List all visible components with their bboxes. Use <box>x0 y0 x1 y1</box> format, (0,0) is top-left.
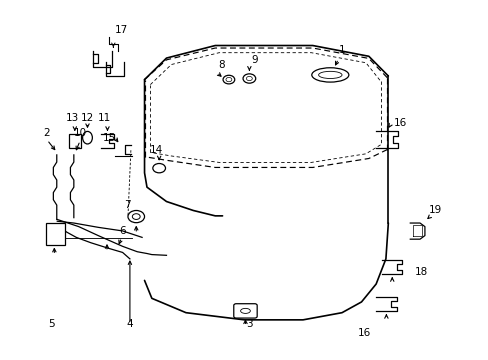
Text: 18: 18 <box>414 267 427 277</box>
Ellipse shape <box>82 131 92 144</box>
Bar <box>69 134 81 148</box>
Text: 6: 6 <box>119 226 125 235</box>
Text: 3: 3 <box>245 319 252 329</box>
Ellipse shape <box>240 309 250 314</box>
Text: 16: 16 <box>357 328 370 338</box>
Text: 15: 15 <box>102 134 115 143</box>
Bar <box>45 223 65 244</box>
Text: 10: 10 <box>74 129 86 138</box>
Text: 19: 19 <box>428 205 441 215</box>
Text: 1: 1 <box>338 45 345 55</box>
Text: 9: 9 <box>250 55 257 65</box>
Text: 5: 5 <box>48 319 55 329</box>
Text: 16: 16 <box>393 118 406 128</box>
Text: 11: 11 <box>98 113 111 123</box>
Ellipse shape <box>311 68 348 82</box>
Text: 4: 4 <box>126 319 133 329</box>
Text: 12: 12 <box>81 113 94 123</box>
Ellipse shape <box>318 71 341 78</box>
FancyBboxPatch shape <box>233 304 257 318</box>
Text: 2: 2 <box>43 128 50 138</box>
Text: 7: 7 <box>124 201 130 211</box>
Text: 8: 8 <box>217 59 224 69</box>
Text: 17: 17 <box>115 25 128 35</box>
Text: 14: 14 <box>150 145 163 155</box>
Text: 13: 13 <box>66 113 80 123</box>
